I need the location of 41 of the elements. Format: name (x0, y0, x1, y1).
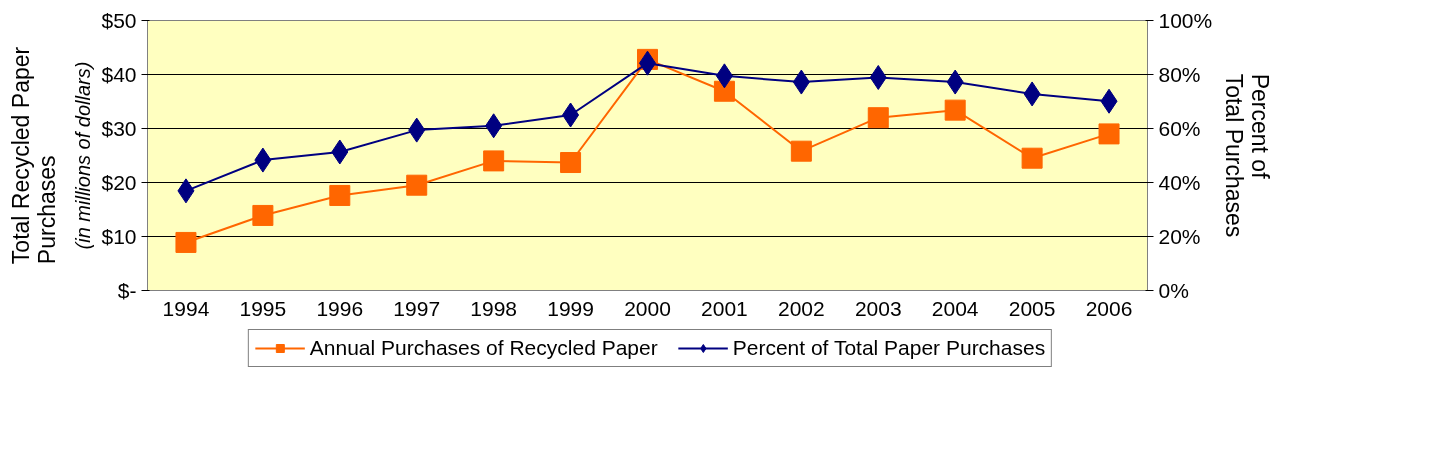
point (252, 204, 274, 226)
y-tick-label: $40 (101, 63, 137, 86)
x-tick-label: 1995 (239, 296, 287, 320)
x-tick-label: 2000 (624, 296, 671, 320)
point (1021, 147, 1043, 169)
y2-axis-title: Percent of Total Purchases (1220, 73, 1273, 238)
x-tick-label: 1997 (393, 296, 441, 320)
y-axis-title: Total Recycled Paper Purchases (7, 46, 60, 265)
y-tick-label: $20 (101, 171, 137, 194)
point (406, 174, 428, 196)
point (790, 140, 812, 162)
point (1098, 123, 1120, 145)
point (175, 231, 197, 253)
y-tick-label: $10 (101, 225, 137, 248)
x-tick-label: 1996 (316, 296, 364, 320)
x-tick-label: 2005 (1008, 296, 1056, 320)
point (944, 99, 966, 121)
x-tick-label: 2003 (854, 296, 902, 320)
x-tick-label: 1999 (547, 296, 594, 320)
x-tick-label: 1998 (470, 296, 518, 320)
x-tick-label: 2001 (701, 296, 748, 320)
y-tick-label: $- (117, 279, 137, 302)
x-tick-label: 1994 (162, 296, 210, 320)
point (483, 150, 505, 172)
y-tick-label: $50 (101, 9, 137, 32)
y2-tick-label: 20% (1158, 225, 1201, 248)
x-tick-label: 2006 (1085, 296, 1133, 320)
x-tick-label: 2002 (777, 296, 825, 320)
point (329, 184, 351, 206)
x-tick-label: 2004 (931, 296, 979, 320)
y2-tick-label: 40% (1158, 171, 1201, 194)
y2-tick-label: 0% (1158, 279, 1189, 302)
y2-tick-label: 100% (1158, 9, 1213, 32)
y2-tick-label: 60% (1158, 117, 1201, 140)
text: (in millions of dollars) (71, 61, 94, 250)
point (560, 152, 582, 174)
y-tick-label: $30 (101, 117, 137, 140)
legend-label: Annual Purchases of Recycled Paper (309, 336, 658, 360)
y2-tick-label: 80% (1158, 63, 1201, 86)
legend-label: Percent of Total Paper Purchases (732, 336, 1046, 360)
point (867, 107, 889, 129)
